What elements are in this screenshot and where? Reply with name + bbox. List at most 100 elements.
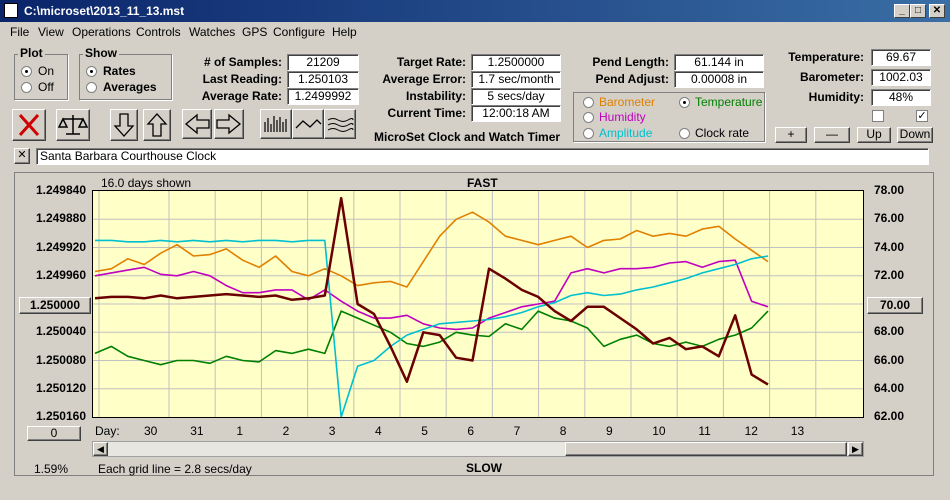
grid-note: Each grid line = 2.8 secs/day	[98, 462, 252, 476]
fast-label: FAST	[467, 176, 498, 190]
series-line-humidity	[94, 259, 769, 331]
scroll-right-icon[interactable]: ▶	[848, 442, 863, 456]
menu-operations[interactable]: Operations	[72, 25, 131, 39]
left-tick-label: 1.249960	[35, 267, 86, 282]
arrow-up-icon[interactable]	[143, 109, 171, 141]
scroll-left-icon[interactable]: ◀	[93, 442, 108, 456]
left-tick-label: 1.249840	[35, 183, 86, 197]
menu-watches[interactable]: Watches	[189, 25, 236, 39]
plot-off-radio[interactable]	[21, 82, 32, 93]
plus-button[interactable]: +	[775, 127, 807, 143]
left-tick-label: 1.250160	[35, 409, 86, 423]
pend-adjust-label: Pend Adjust:	[595, 72, 669, 86]
show-averages-radio[interactable]	[86, 82, 97, 93]
option-checkbox-2[interactable]: ✓	[916, 110, 928, 122]
average-rate-field: 1.2499992	[287, 88, 359, 105]
right-tick-label: 64.00	[874, 380, 905, 395]
menu-controls[interactable]: Controls	[136, 25, 181, 39]
balance-scale-icon[interactable]	[56, 109, 90, 141]
arrow-down-icon[interactable]	[110, 109, 138, 141]
right-tick-label: 78.00	[874, 183, 905, 197]
pend-length-label: Pend Length:	[592, 55, 669, 69]
amplitude-option: Amplitude	[599, 126, 653, 140]
show-averages-label: Averages	[103, 80, 157, 94]
current-time-label: Current Time:	[387, 106, 466, 120]
menu-file[interactable]: File	[10, 25, 30, 39]
temperature-radio[interactable]	[679, 97, 690, 108]
window-title: C:\microset\2013_11_13.mst	[24, 4, 185, 18]
show-group	[79, 54, 172, 100]
humidity-radio[interactable]	[583, 112, 594, 123]
day-tick-label: 10	[652, 424, 666, 438]
show-rates-radio[interactable]	[86, 66, 97, 77]
arrow-left-icon[interactable]	[182, 109, 212, 139]
plot-off-label: Off	[38, 80, 54, 94]
amplitude-radio[interactable]	[583, 128, 594, 139]
bar-chart-icon[interactable]	[260, 109, 292, 139]
close-clock-icon[interactable]: ✕	[14, 148, 30, 164]
center-temp-button[interactable]: 70.00	[867, 297, 923, 314]
app-caption: MicroSet Clock and Watch Timer	[374, 130, 561, 144]
horizontal-scrollbar[interactable]: ◀ ▶	[92, 441, 864, 457]
minus-button[interactable]: —	[814, 127, 850, 143]
humidity-field: 48%	[871, 89, 931, 106]
humidity-label: Humidity:	[808, 90, 864, 104]
right-tick-label: 68.00	[874, 324, 905, 339]
menu-gps[interactable]: GPS	[242, 25, 268, 39]
app-icon	[4, 3, 18, 18]
series-line-temperature	[94, 310, 769, 366]
temperature-option: Temperature	[695, 95, 763, 109]
humidity-option: Humidity	[599, 110, 646, 124]
sensor-selector	[573, 92, 765, 142]
center-rate-button[interactable]: 1.250000	[19, 297, 91, 314]
samples-label: # of Samples:	[203, 55, 282, 69]
pend-length-field: 61.144 in	[674, 54, 764, 71]
temperature-label: Temperature:	[788, 50, 864, 64]
zero-button[interactable]: 0	[27, 426, 81, 441]
day-tick-label: 13	[790, 424, 805, 438]
clock-name-field[interactable]: Santa Barbara Courthouse Clock	[36, 148, 929, 165]
right-tick-label: 66.00	[874, 352, 905, 367]
average-error-label: Average Error:	[382, 72, 466, 86]
day-tick-label: 5	[421, 424, 428, 438]
menu-view[interactable]: View	[38, 25, 64, 39]
day-tick-label: 9	[606, 424, 613, 438]
line-chart-icon[interactable]	[292, 109, 324, 139]
menu-bar: File View Operations Controls Watches GP…	[0, 22, 950, 42]
barometer-radio[interactable]	[583, 97, 594, 108]
instability-field: 5 secs/day	[471, 88, 561, 105]
menu-help[interactable]: Help	[332, 25, 357, 39]
day-axis-label: Day:	[95, 424, 120, 438]
plot-area	[92, 190, 864, 418]
left-tick-label: 1.250040	[35, 324, 86, 339]
left-tick-label: 1.249920	[35, 239, 86, 254]
target-rate-field[interactable]: 1.2500000	[471, 54, 561, 71]
rate-chart	[93, 191, 863, 418]
barometer-option: Barometer	[599, 95, 656, 109]
clear-icon[interactable]	[12, 109, 46, 141]
day-tick-label: 1	[236, 424, 244, 438]
left-tick-label: 1.249880	[35, 211, 86, 226]
down-button[interactable]: Down	[897, 127, 933, 143]
maximize-button[interactable]: □	[910, 4, 926, 18]
plot-on-radio[interactable]	[21, 66, 32, 77]
day-tick-label: 11	[698, 424, 711, 438]
scroll-thumb[interactable]	[565, 442, 847, 456]
clock-rate-radio[interactable]	[679, 128, 690, 139]
average-error-field: 1.7 sec/month	[471, 71, 561, 88]
arrow-right-icon[interactable]	[214, 109, 244, 139]
waves-chart-icon[interactable]	[324, 109, 356, 139]
up-button[interactable]: Up	[857, 127, 891, 143]
right-tick-label: 74.00	[874, 239, 905, 254]
day-tick-label: 31	[190, 424, 204, 438]
close-button[interactable]: ✕	[929, 4, 945, 18]
minimize-button[interactable]: _	[894, 4, 910, 18]
target-rate-label: Target Rate:	[396, 55, 466, 69]
day-tick-label: 30	[144, 424, 158, 438]
last-reading-field: 1.250103	[287, 71, 359, 88]
clock-rate-option: Clock rate	[695, 126, 750, 140]
menu-configure[interactable]: Configure	[273, 25, 326, 39]
percent-label: 1.59%	[34, 462, 69, 476]
option-checkbox-1[interactable]	[872, 110, 884, 122]
day-tick-label: 2	[282, 424, 290, 438]
